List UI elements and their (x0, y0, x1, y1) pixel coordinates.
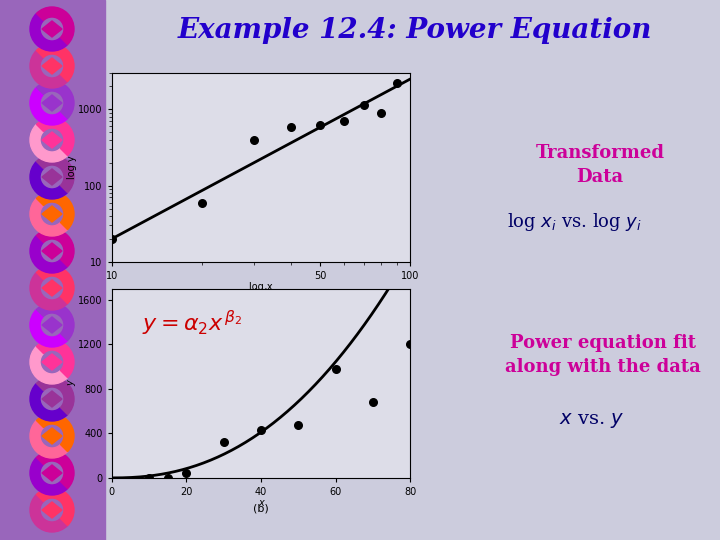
Wedge shape (37, 229, 74, 267)
Wedge shape (37, 266, 74, 303)
Wedge shape (30, 495, 68, 532)
Wedge shape (37, 303, 74, 341)
X-axis label: log x: log x (249, 282, 273, 292)
Point (248, 136, 260, 144)
Wedge shape (37, 414, 74, 451)
Polygon shape (42, 428, 62, 444)
Polygon shape (42, 243, 62, 259)
Text: log $\mathit{x_i}$ vs. log $\mathit{y_i}$: log $\mathit{x_i}$ vs. log $\mathit{y_i}… (508, 211, 642, 233)
Point (143, 474, 155, 482)
Bar (0, 0, 105, 540)
Wedge shape (30, 347, 68, 384)
Point (292, 420, 304, 429)
Polygon shape (42, 206, 62, 222)
Polygon shape (42, 280, 62, 296)
Wedge shape (37, 118, 74, 156)
Polygon shape (42, 502, 62, 518)
Polygon shape (42, 391, 62, 407)
Wedge shape (30, 14, 68, 51)
Wedge shape (37, 155, 74, 193)
Wedge shape (30, 383, 68, 421)
Polygon shape (42, 21, 62, 37)
Point (359, 100, 370, 109)
Wedge shape (37, 192, 74, 230)
Wedge shape (30, 457, 68, 495)
Point (255, 426, 266, 434)
Point (106, 234, 117, 243)
Wedge shape (37, 81, 74, 119)
Point (162, 474, 174, 482)
Point (376, 109, 387, 117)
Text: Power equation fit
along with the data: Power equation fit along with the data (505, 334, 701, 376)
Wedge shape (30, 198, 68, 236)
Polygon shape (42, 465, 62, 481)
Wedge shape (37, 488, 74, 525)
Wedge shape (30, 421, 68, 458)
Polygon shape (42, 354, 62, 370)
Wedge shape (30, 161, 68, 199)
Point (405, 340, 416, 349)
Point (315, 120, 326, 129)
Wedge shape (30, 273, 68, 310)
Wedge shape (37, 340, 74, 377)
Text: Transformed
Data: Transformed Data (536, 144, 665, 186)
Y-axis label: y: y (66, 381, 76, 386)
Text: $y = \alpha_2 x^{\,\beta_2}$: $y = \alpha_2 x^{\,\beta_2}$ (142, 308, 243, 338)
X-axis label: x: x (258, 498, 264, 508)
Wedge shape (30, 87, 68, 125)
Bar (105, 0, 720, 540)
Wedge shape (37, 44, 74, 82)
Polygon shape (42, 169, 62, 185)
Wedge shape (37, 377, 74, 415)
Point (330, 364, 341, 373)
Point (391, 79, 402, 87)
Wedge shape (30, 124, 68, 162)
Point (286, 123, 297, 132)
Text: Example 12.4: Power Equation: Example 12.4: Power Equation (178, 17, 652, 44)
Wedge shape (30, 235, 68, 273)
Text: (a): (a) (253, 288, 269, 298)
Polygon shape (42, 58, 62, 74)
Text: (b): (b) (253, 504, 269, 514)
Text: $\mathit{x}$ vs. $\mathit{y}$: $\mathit{x}$ vs. $\mathit{y}$ (559, 410, 625, 429)
Point (196, 198, 207, 207)
Y-axis label: log y: log y (67, 156, 77, 179)
Point (338, 117, 350, 125)
Polygon shape (42, 95, 62, 111)
Polygon shape (42, 317, 62, 333)
Point (218, 438, 230, 447)
Point (181, 469, 192, 478)
Point (367, 398, 379, 407)
Wedge shape (37, 7, 74, 45)
Polygon shape (42, 132, 62, 148)
Wedge shape (30, 50, 68, 88)
Wedge shape (37, 451, 74, 489)
Wedge shape (30, 309, 68, 347)
